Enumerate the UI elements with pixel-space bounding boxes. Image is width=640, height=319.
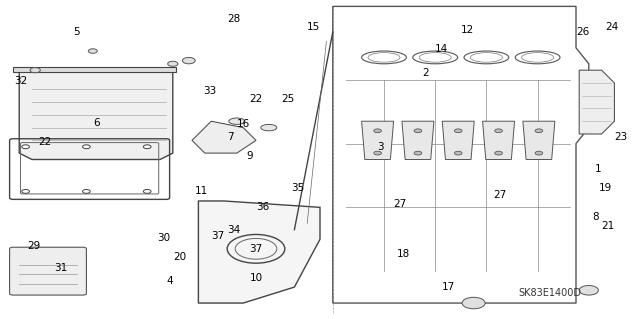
Circle shape bbox=[143, 189, 151, 193]
Text: 37: 37 bbox=[211, 231, 225, 241]
Text: 33: 33 bbox=[204, 86, 217, 96]
Text: 8: 8 bbox=[592, 212, 598, 222]
Text: 17: 17 bbox=[442, 282, 455, 292]
Polygon shape bbox=[19, 70, 173, 160]
Text: 30: 30 bbox=[157, 233, 170, 243]
Circle shape bbox=[535, 129, 543, 133]
Polygon shape bbox=[523, 121, 555, 160]
Polygon shape bbox=[198, 201, 320, 303]
Text: 3: 3 bbox=[378, 142, 384, 152]
Polygon shape bbox=[362, 121, 394, 160]
Text: 16: 16 bbox=[237, 119, 250, 130]
Circle shape bbox=[495, 129, 502, 133]
Circle shape bbox=[374, 129, 381, 133]
Text: 6: 6 bbox=[93, 118, 99, 128]
Text: 29: 29 bbox=[28, 241, 41, 251]
Text: 4: 4 bbox=[166, 276, 173, 286]
Text: 21: 21 bbox=[602, 221, 615, 232]
Polygon shape bbox=[442, 121, 474, 160]
Text: 12: 12 bbox=[461, 25, 474, 35]
Polygon shape bbox=[483, 121, 515, 160]
Text: 36: 36 bbox=[256, 202, 269, 212]
Circle shape bbox=[168, 61, 178, 66]
Circle shape bbox=[454, 129, 462, 133]
Circle shape bbox=[88, 49, 97, 53]
Text: SK83E1400D: SK83E1400D bbox=[518, 288, 581, 299]
Circle shape bbox=[22, 145, 29, 149]
Circle shape bbox=[414, 129, 422, 133]
Circle shape bbox=[462, 297, 485, 309]
Circle shape bbox=[143, 145, 151, 149]
Text: 27: 27 bbox=[394, 199, 407, 209]
Polygon shape bbox=[402, 121, 434, 160]
Text: 15: 15 bbox=[307, 22, 321, 32]
Circle shape bbox=[83, 189, 90, 193]
Circle shape bbox=[414, 151, 422, 155]
Text: 26: 26 bbox=[576, 27, 589, 37]
Text: 20: 20 bbox=[173, 252, 186, 262]
Text: 11: 11 bbox=[195, 186, 209, 197]
Circle shape bbox=[374, 151, 381, 155]
Text: 10: 10 bbox=[250, 272, 263, 283]
Text: 32: 32 bbox=[14, 76, 28, 86]
Circle shape bbox=[495, 151, 502, 155]
Text: 25: 25 bbox=[282, 94, 295, 104]
Text: 7: 7 bbox=[227, 132, 234, 142]
Circle shape bbox=[83, 145, 90, 149]
Circle shape bbox=[30, 68, 40, 73]
Text: 19: 19 bbox=[598, 183, 612, 193]
Text: 27: 27 bbox=[493, 189, 506, 200]
Circle shape bbox=[579, 286, 598, 295]
Polygon shape bbox=[579, 70, 614, 134]
Text: 37: 37 bbox=[250, 244, 263, 254]
Text: 23: 23 bbox=[614, 132, 628, 142]
Text: 28: 28 bbox=[227, 14, 241, 24]
Text: 2: 2 bbox=[422, 68, 429, 78]
Text: 24: 24 bbox=[605, 22, 618, 32]
Text: 31: 31 bbox=[54, 263, 68, 273]
Text: 14: 14 bbox=[435, 44, 449, 55]
Text: 9: 9 bbox=[246, 151, 253, 161]
Text: 22: 22 bbox=[250, 94, 263, 104]
Ellipse shape bbox=[261, 124, 277, 131]
Polygon shape bbox=[192, 121, 256, 153]
Circle shape bbox=[182, 57, 195, 64]
Circle shape bbox=[22, 189, 29, 193]
FancyBboxPatch shape bbox=[10, 247, 86, 295]
Circle shape bbox=[454, 151, 462, 155]
Text: 34: 34 bbox=[227, 225, 241, 235]
Text: 18: 18 bbox=[397, 249, 410, 259]
Text: 35: 35 bbox=[291, 183, 305, 193]
Text: 22: 22 bbox=[38, 137, 52, 147]
Text: 1: 1 bbox=[595, 164, 602, 174]
Text: 5: 5 bbox=[74, 27, 80, 37]
Circle shape bbox=[535, 151, 543, 155]
Bar bbox=[13, 67, 176, 72]
Ellipse shape bbox=[229, 118, 245, 124]
